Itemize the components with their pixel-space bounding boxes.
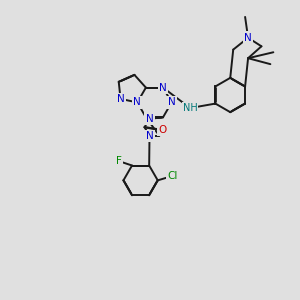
- Text: N: N: [134, 98, 141, 107]
- Text: N: N: [146, 131, 153, 141]
- Text: N: N: [146, 114, 153, 124]
- Text: F: F: [116, 156, 122, 166]
- Text: NH: NH: [183, 103, 197, 113]
- Text: O: O: [158, 125, 166, 135]
- Text: N: N: [244, 33, 252, 43]
- Text: N: N: [159, 82, 167, 93]
- Text: N: N: [117, 94, 124, 104]
- Text: N: N: [168, 98, 176, 107]
- Text: Cl: Cl: [167, 171, 178, 181]
